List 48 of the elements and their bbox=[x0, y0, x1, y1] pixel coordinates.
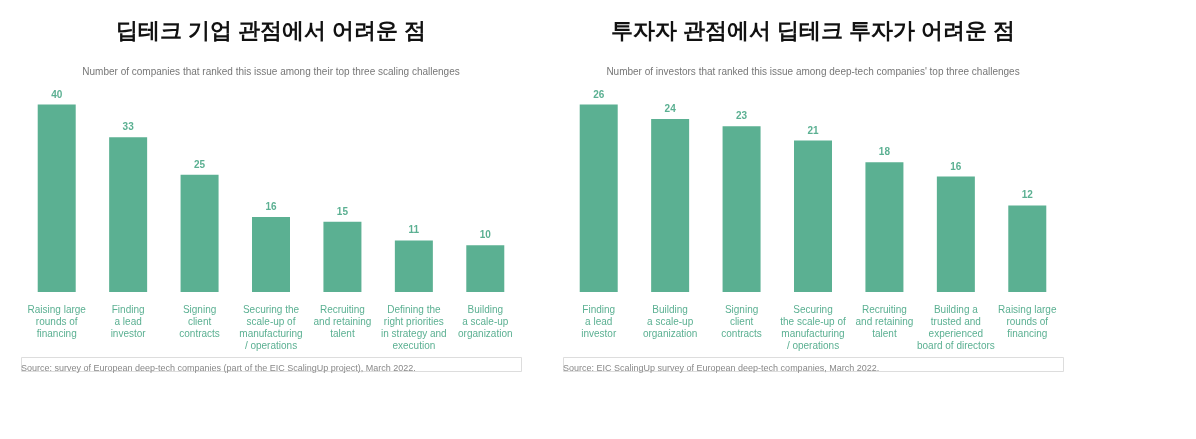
bar bbox=[1008, 205, 1047, 292]
x-tick-label: Building a trusted and experienced board of directors bbox=[916, 303, 995, 351]
x-tick-label: Raising large rounds of financing bbox=[998, 303, 1057, 339]
x-tick-label: Recruiting and retaining talent bbox=[313, 303, 372, 339]
data-label: 23 bbox=[736, 110, 748, 122]
data-label: 18 bbox=[878, 146, 891, 158]
bar bbox=[466, 245, 505, 292]
bar bbox=[936, 176, 975, 292]
bar bbox=[722, 126, 761, 292]
data-label: 33 bbox=[122, 121, 135, 133]
chart-subtitle: Number of companies that ranked this issue among their top three scaling challenges bbox=[82, 66, 460, 77]
data-label: 16 bbox=[950, 160, 962, 172]
data-label: 10 bbox=[479, 229, 492, 241]
chart-title: 투자자 관점에서 딥테크 투자가 어려운 점 bbox=[610, 18, 1016, 43]
x-tick-label: Recruiting and retaining talent bbox=[855, 303, 914, 339]
data-label: 25 bbox=[194, 158, 206, 170]
source-note: Source: survey of European deep-tech companies (part of the EIC ScalingUp project), March 2022. bbox=[21, 363, 416, 373]
x-tick-label: Securing the scale-up of manufacturing / operations bbox=[780, 303, 847, 351]
data-label: 15 bbox=[336, 205, 349, 217]
bar bbox=[651, 118, 690, 292]
bar bbox=[252, 217, 290, 292]
x-tick-label: Finding a lead investor bbox=[581, 303, 617, 339]
chart-title: 딥테크 기업 관점에서 어려운 점 bbox=[115, 18, 427, 43]
bar bbox=[109, 137, 148, 292]
data-label: 21 bbox=[807, 124, 819, 136]
bar bbox=[579, 104, 618, 292]
data-label: 16 bbox=[265, 201, 277, 212]
bar bbox=[394, 240, 433, 292]
x-tick-label: Signing client contracts bbox=[721, 303, 762, 339]
chart-subtitle: Number of investors that ranked this issue among deep-tech companies' top three challenges bbox=[606, 66, 1020, 77]
data-label: 24 bbox=[664, 102, 677, 114]
bar bbox=[37, 104, 76, 292]
x-tick-label: Defining the right priorities in strategy and execution bbox=[381, 303, 447, 351]
bar bbox=[180, 174, 219, 292]
bar bbox=[794, 140, 832, 292]
x-tick-label: Securing the scale-up of manufacturing / operations bbox=[239, 303, 303, 351]
data-label: 12 bbox=[1021, 189, 1034, 201]
x-tick-label: Building a scale-up organization bbox=[458, 303, 513, 339]
x-tick-label: Signing client contracts bbox=[179, 303, 220, 339]
x-tick-label: Raising large rounds of financing bbox=[27, 303, 87, 339]
data-label: 11 bbox=[408, 224, 420, 236]
data-label: 40 bbox=[51, 88, 63, 100]
data-label: 26 bbox=[593, 88, 605, 100]
bar bbox=[323, 221, 362, 292]
x-tick-label: Building a scale-up organization bbox=[642, 303, 698, 339]
x-tick-label: Finding a lead investor bbox=[110, 303, 147, 339]
bar bbox=[865, 162, 904, 292]
source-note: Source: EIC ScalingUp survey of European deep-tech companies, March 2022. bbox=[563, 363, 880, 373]
